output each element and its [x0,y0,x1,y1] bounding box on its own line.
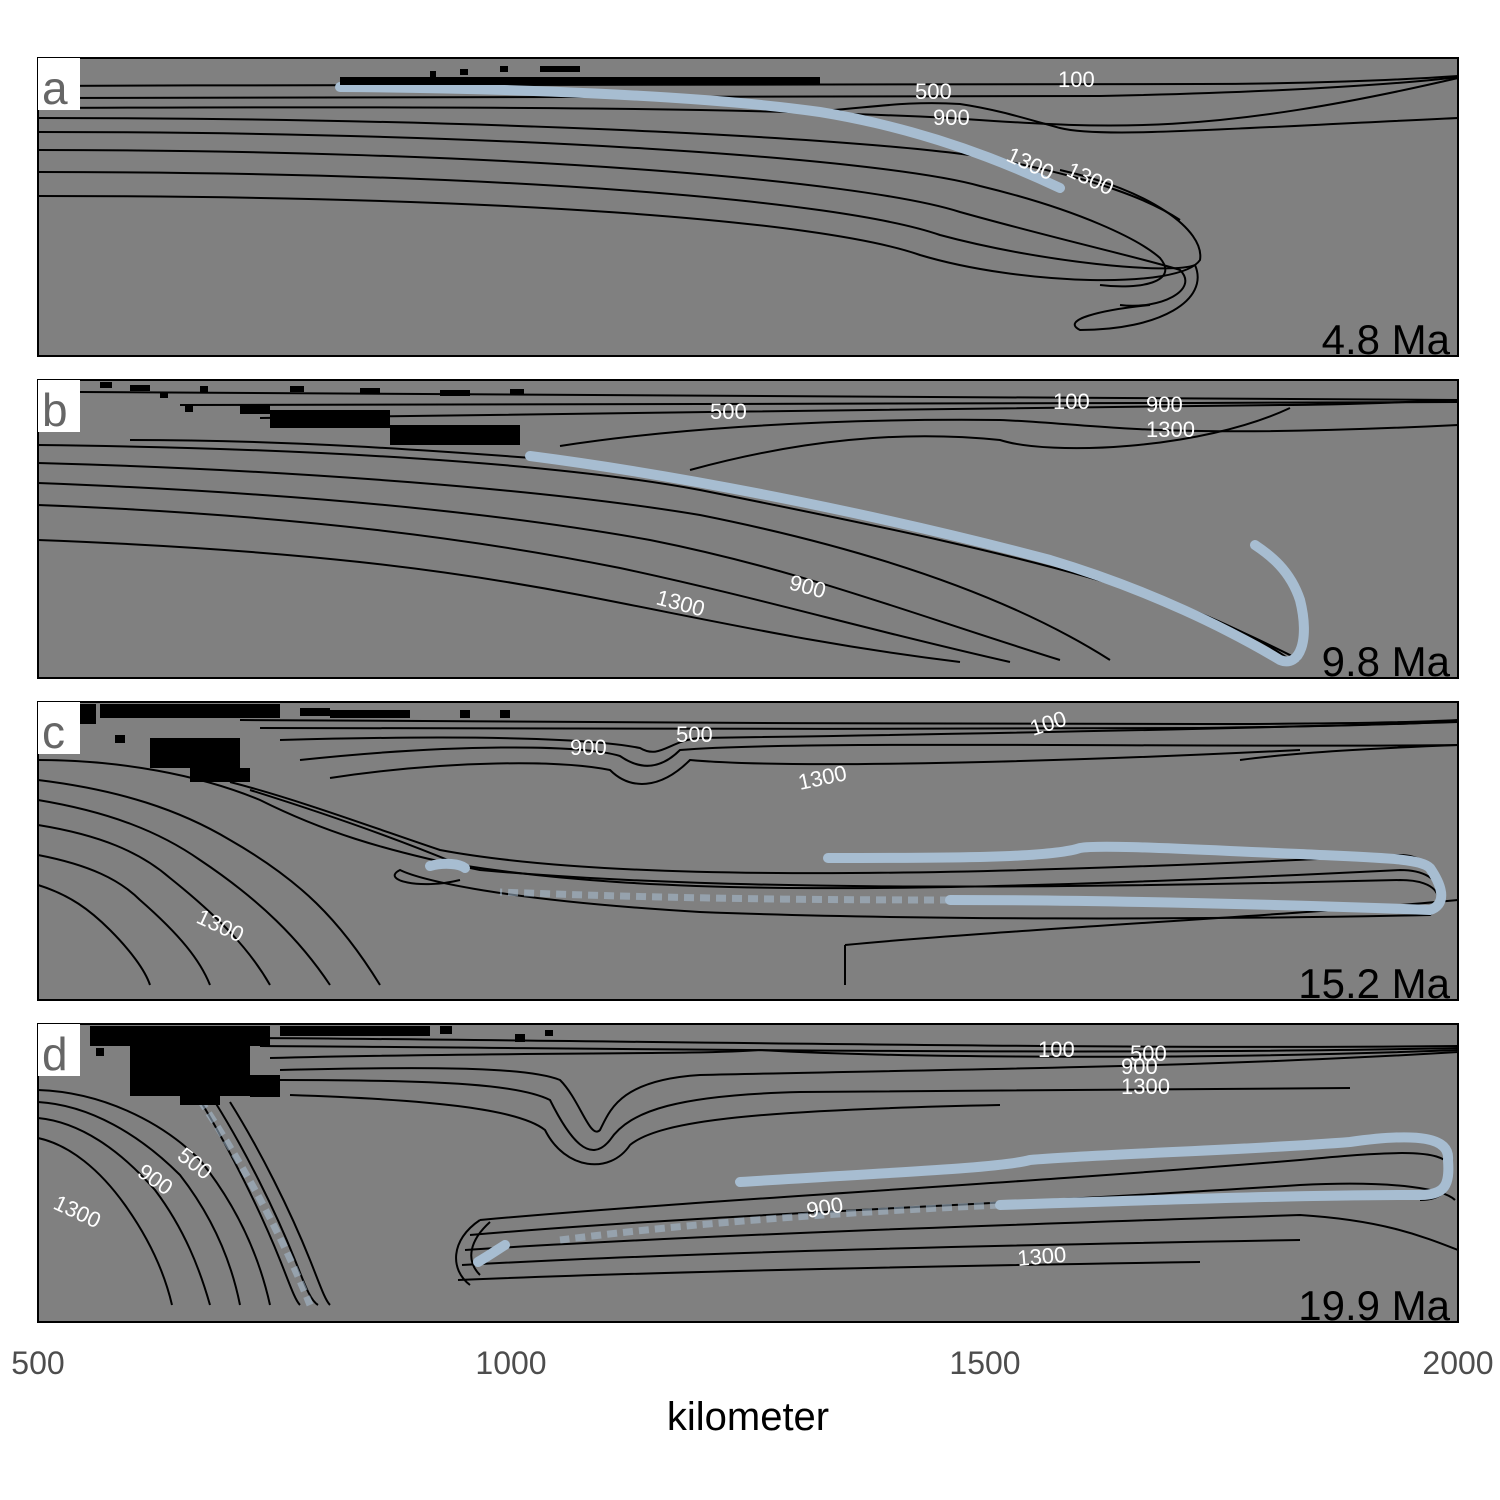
panel-d-particles [90,1026,553,1105]
panel-age: 9.8 Ma [1322,638,1451,685]
panel-b-particles [100,382,524,445]
panel-d-slab-fragment [473,1240,510,1267]
isotherm-label: 900 [1121,1054,1158,1079]
panel-a-particles [340,66,820,85]
isotherm-label: 900 [1146,392,1183,417]
panel-c-particles [80,704,510,782]
isotherm-label: 500 [710,399,747,424]
isotherm-label: 500 [1130,1041,1167,1066]
panel-a-slab [335,82,1065,193]
panel-c-slab [823,841,1447,915]
isotherm-label: 1300 [1121,1074,1170,1099]
isotherm-label: 100 [1058,67,1095,92]
panel-d: 100 500 900 1300 500 900 1300 900 1300 d… [37,1023,1459,1329]
isotherm-label: 900 [933,105,970,130]
x-tick-label: 1000 [475,1345,546,1381]
isotherm-label: 1300 [1146,417,1195,442]
isotherm-label: 500 [676,722,713,747]
isotherm-label: 900 [570,735,607,760]
panel-c: 900 500 100 1300 1300 c 15.2 Ma [37,701,1459,1007]
x-axis-label: kilometer [667,1395,829,1439]
isotherm-label: 1300 [1016,1242,1067,1271]
panel-letter: b [42,384,68,436]
panel-c-isotherm-labels: 900 500 100 1300 1300 [193,706,1070,948]
panel-c-slab-fragment [425,858,470,873]
x-tick-label: 2000 [1422,1345,1493,1381]
x-axis: 500 1000 1500 2000 kilometer [11,1345,1493,1439]
panel-b-slab [525,451,1309,667]
panel-c-slab-trail [499,888,951,904]
panel-age: 4.8 Ma [1322,316,1451,363]
panel-d-slab [735,1132,1454,1210]
panel-d-slab-trail [559,1201,1001,1244]
panel-d-background [37,1023,1459,1323]
x-tick-label: 1500 [949,1345,1020,1381]
panel-b-isotherm-labels: 500 100 900 1300 900 1300 [654,389,1195,621]
panel-a: 100 500 900 1300 1300 a 4.8 Ma [37,57,1459,363]
panel-d-slab-vertical [197,1098,314,1307]
panel-b: 500 100 900 1300 900 1300 b 9.8 Ma [37,379,1459,685]
panel-age: 15.2 Ma [1298,960,1450,1007]
panel-letter: c [42,706,65,758]
isotherm-label: 100 [1053,389,1090,414]
isotherm-label: 100 [1038,1037,1075,1062]
isotherm-label: 500 [915,79,952,104]
x-tick-label: 500 [11,1345,64,1381]
panel-age: 19.9 Ma [1298,1282,1450,1329]
panel-letter: a [42,62,68,114]
panel-letter: d [42,1028,68,1080]
